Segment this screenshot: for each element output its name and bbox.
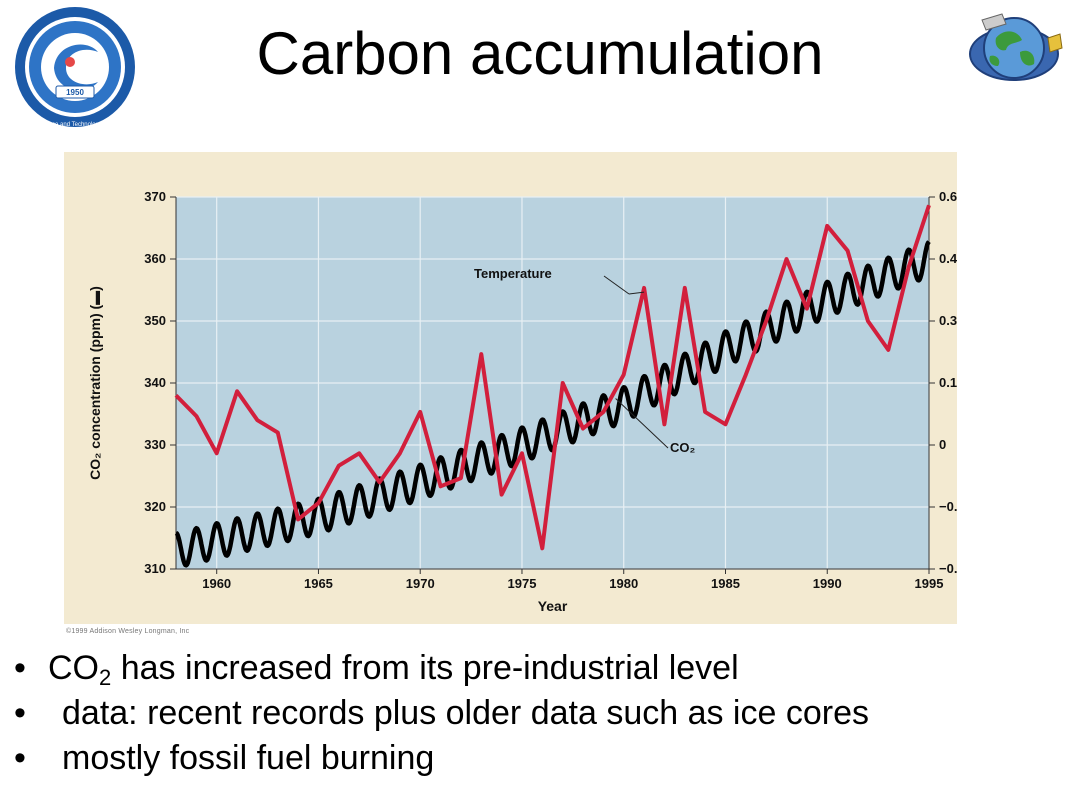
y-tick-label-right: 0 [939,437,946,452]
bullet-co2-text: has increased from its pre-industrial le… [111,649,739,687]
y-tick-label-left: 330 [144,437,166,452]
x-tick-label: 1965 [304,576,333,591]
chart-panel: 310 320 330 340 350 360 370 −0.30 −0.15 0 0.15 0.30… [64,152,957,624]
bullet-co2-subscript: 2 [99,665,112,690]
globe-icon [962,8,1066,92]
x-tick-label: 1985 [711,576,740,591]
bullet-fossil: • mostly fossil fuel burning [14,736,1074,781]
bullet-data: • data: recent records plus older data su… [14,691,1074,736]
labels: Year CO₂ concentration (ppm) (▬) Temperatu… [87,266,696,614]
axes: 310 320 330 340 350 360 370 −0.30 −0.15 0 0.15 0.30… [144,189,957,591]
co2-annotation: CO₂ [670,440,696,455]
logo-year: 1950 [66,88,84,97]
co2-leader [615,398,669,449]
y-tick-label-right: −0.15 [939,499,957,514]
y-tick-label-right: 0.15 [939,375,957,390]
copyright-note: ©1999 Addison Wesley Longman, Inc [66,628,190,635]
x-tick-label: 1995 [915,576,944,591]
temperature-line [174,204,931,551]
bullet-dot: • [14,649,26,687]
x-tick-label: 1975 [508,576,537,591]
bullet-co2-prefix: CO [48,649,99,687]
y-tick-label-left: 370 [144,189,166,204]
x-axis-title: Year [538,598,568,614]
bullet-data-text: data: recent records plus older data suc… [62,694,869,732]
university-logo: 1950 Anhui Science and Technology Univer… [12,4,138,130]
temperature-leader [628,291,645,295]
temperature-leader [603,275,630,295]
bullet-dot: • [14,739,26,777]
y-tick-label-right: −0.30 [939,561,957,576]
y-tick-label-right: 0.45 [939,251,957,266]
y-tick-label-left: 340 [144,375,166,390]
x-tick-label: 1990 [813,576,842,591]
co2-temperature-chart: 310 320 330 340 350 360 370 −0.30 −0.15 0 0.15 0.30… [87,189,957,614]
y-tick-label-left: 360 [144,251,166,266]
bullet-fossil-text: mostly fossil fuel burning [62,739,435,777]
x-tick-label: 1970 [406,576,435,591]
temperature-annotation: Temperature [474,266,552,281]
bullet-list: • CO2 has increased from its pre-industri… [14,646,1074,781]
y-tick-label-left: 320 [144,499,166,514]
y-tick-label-right: 0.60 [939,189,957,204]
logo-ring-text: Anhui Science and Technology University [20,122,130,128]
slide-title: Carbon accumulation [256,20,824,87]
series [174,204,931,568]
bullet-co2: • CO2 has increased from its pre-industri… [14,646,1074,691]
bullet-dot: • [14,694,26,732]
x-tick-label: 1980 [609,576,638,591]
y-tick-label-right: 0.30 [939,313,957,328]
x-tick-label: 1960 [202,576,231,591]
y-tick-label-left: 310 [144,561,166,576]
y-tick-label-left: 350 [144,313,166,328]
y-axis-title-left: CO₂ concentration (ppm) (▬) [87,286,103,480]
